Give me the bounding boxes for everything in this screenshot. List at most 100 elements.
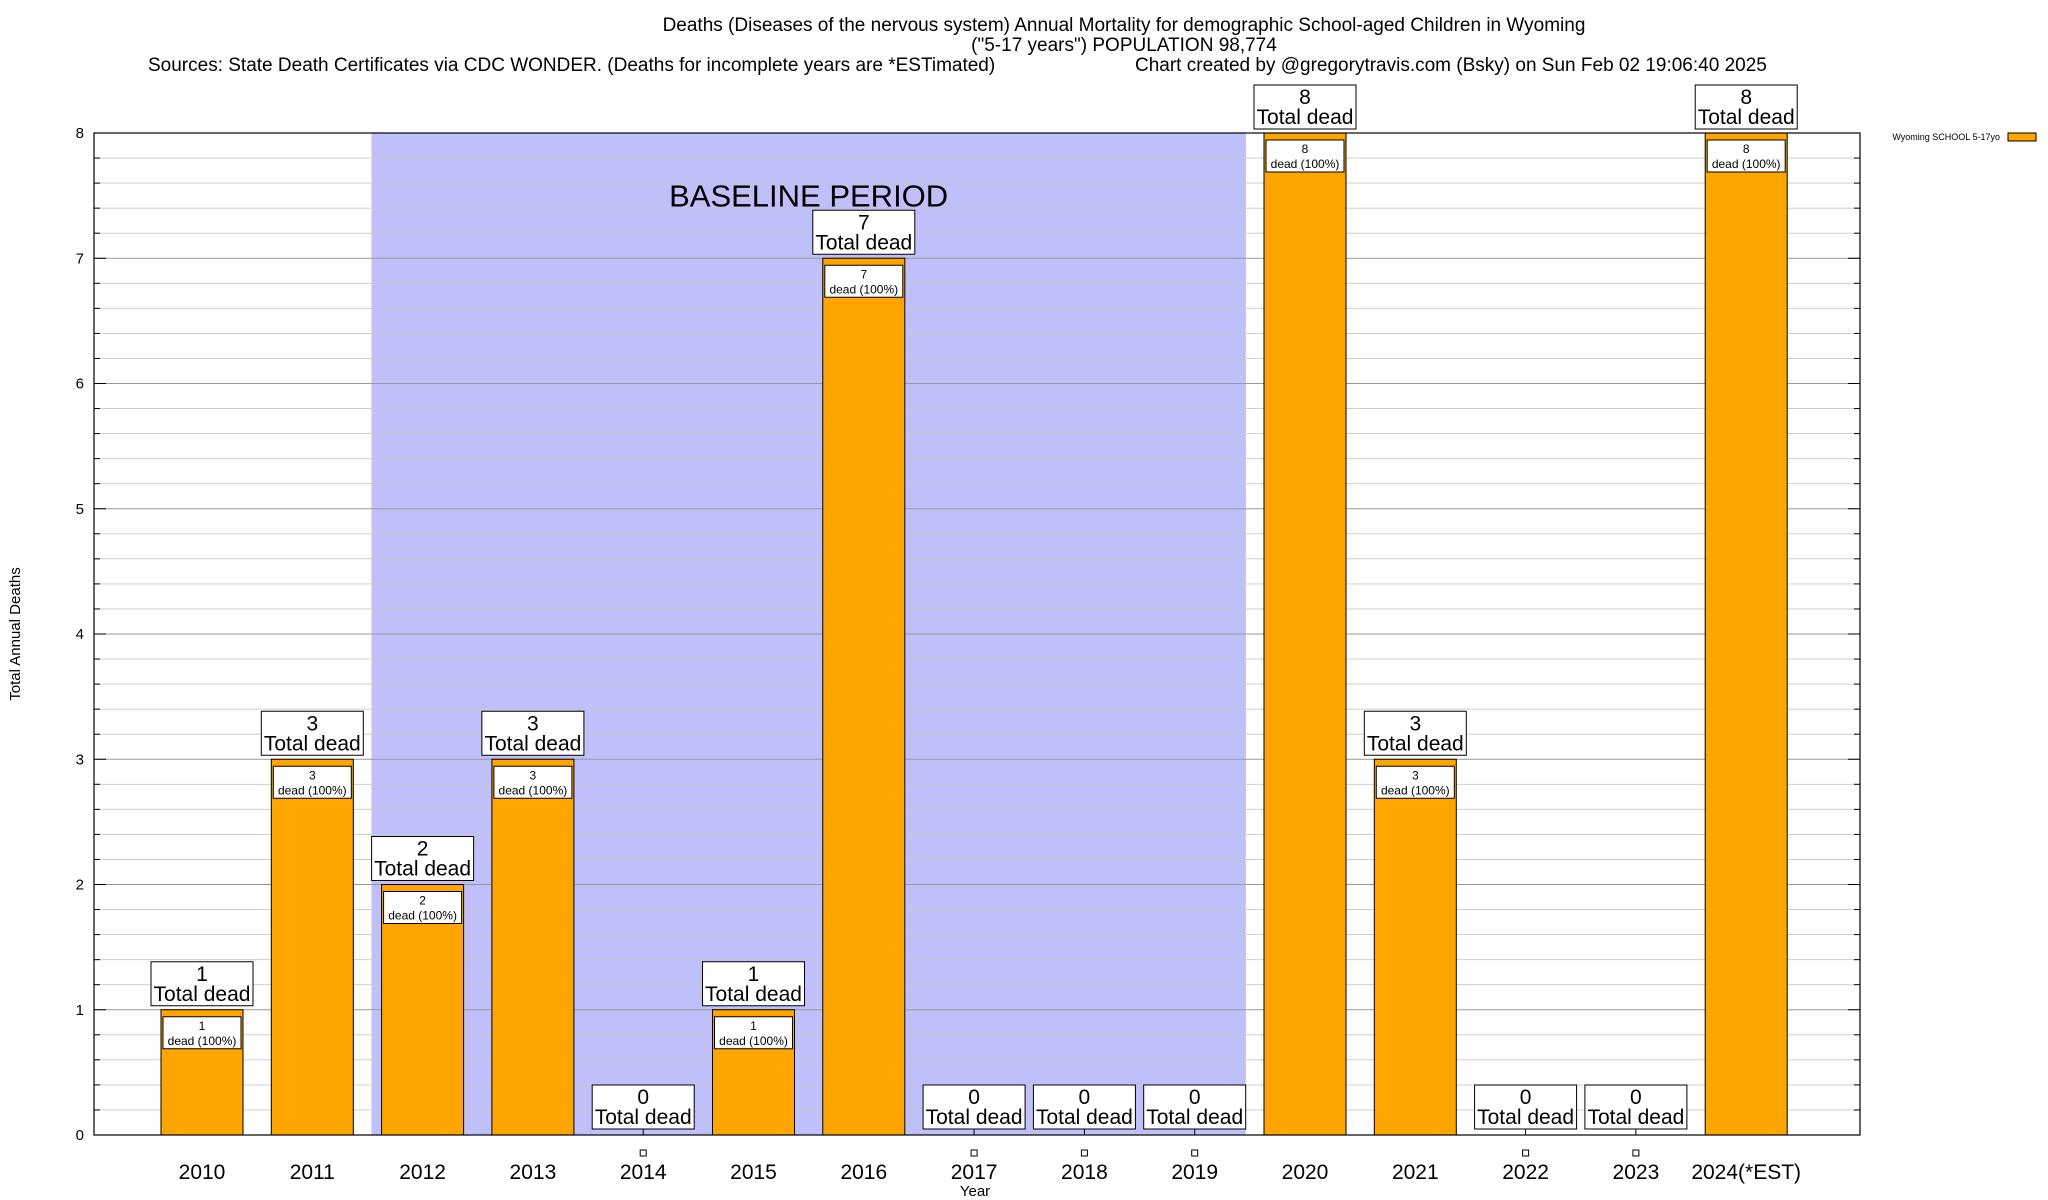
bar-top-total-label: Total dead xyxy=(1367,732,1464,755)
bar-inner-percent: dead (100%) xyxy=(829,282,898,296)
bar-top-label-box xyxy=(1253,84,1357,130)
y-tick-label: 0 xyxy=(76,1127,84,1144)
bar-top-total-label: Total dead xyxy=(926,1106,1023,1129)
bar-top-total-label: Total dead xyxy=(1257,106,1354,129)
y-tick-label: 7 xyxy=(76,250,84,267)
bar-inner-percent: dead (100%) xyxy=(168,1034,237,1048)
bar-top-total-label: Total dead xyxy=(705,983,802,1006)
bar-inner-count: 7 xyxy=(860,267,867,281)
x-tick-label: 2023 xyxy=(1613,1161,1660,1184)
bar-top-count: 0 xyxy=(1079,1086,1091,1109)
bar-top-count: 0 xyxy=(968,1086,980,1109)
x-tick-label: 2020 xyxy=(1282,1161,1329,1184)
x-tick-label: 2011 xyxy=(290,1161,335,1184)
bar-top-count: 1 xyxy=(748,963,760,986)
bar-top-count: 1 xyxy=(196,963,208,986)
bar-top-label-box xyxy=(1694,84,1798,130)
bar-inner-label-box xyxy=(162,1016,242,1050)
bar-top-count: 0 xyxy=(637,1086,649,1109)
legend-swatch xyxy=(2007,132,2037,142)
zero-value-marker xyxy=(1191,1149,1199,1157)
zero-value-marker xyxy=(639,1149,647,1157)
bar-inner-percent: dead (100%) xyxy=(719,1034,788,1048)
bar-inner-percent: dead (100%) xyxy=(278,783,347,797)
y-tick-label: 8 xyxy=(76,125,84,142)
baseline-period-label: BASELINE PERIOD xyxy=(669,179,948,214)
bar-top-label-box xyxy=(1584,1084,1688,1130)
bar-top-total-label: Total dead xyxy=(154,983,251,1006)
x-tick-label: 2010 xyxy=(179,1161,226,1184)
bar-top-total-label: Total dead xyxy=(595,1106,692,1129)
bar-inner-percent: dead (100%) xyxy=(1271,157,1340,171)
bar xyxy=(822,257,906,1136)
chart-title-line-1: Deaths (Diseases of the nervous system) … xyxy=(663,15,1586,36)
bar-top-label-box xyxy=(591,1084,695,1130)
y-tick-label: 2 xyxy=(76,877,84,894)
bar xyxy=(1263,132,1347,1136)
bar-top-total-label: Total dead xyxy=(1146,1106,1243,1129)
bar-inner-count: 8 xyxy=(1302,142,1309,156)
bar-top-count: 3 xyxy=(306,712,318,735)
bar-inner-count: 8 xyxy=(1743,142,1750,156)
bar-inner-label-box xyxy=(383,891,463,924)
bar-top-count: 0 xyxy=(1520,1086,1532,1109)
chart-title-group: Deaths (Diseases of the nervous system) … xyxy=(148,15,1767,76)
x-tick-label: 2017 xyxy=(951,1161,998,1184)
x-tick-label: 2024(*EST) xyxy=(1691,1161,1801,1184)
bar-inner-label-box xyxy=(493,765,573,799)
y-tick-label: 4 xyxy=(76,626,84,643)
bar-inner-percent: dead (100%) xyxy=(1381,783,1450,797)
bar-top-label-box xyxy=(150,961,254,1007)
x-tick-label: 2021 xyxy=(1392,1161,1439,1184)
bar-top-label-box xyxy=(922,1084,1026,1130)
bar-inner-label-box xyxy=(824,264,904,298)
bar-inner-count: 3 xyxy=(1412,768,1419,782)
x-axis-label: Year xyxy=(960,1183,990,1200)
bar-inner-count: 3 xyxy=(530,768,537,782)
zero-value-marker xyxy=(1080,1149,1088,1157)
bar-top-label-box xyxy=(1032,1084,1136,1130)
bar-top-count: 2 xyxy=(417,838,429,861)
bar-inner-label-box xyxy=(1265,139,1345,173)
x-tick-label: 2014 xyxy=(620,1161,667,1184)
bar-inner-percent: dead (100%) xyxy=(388,909,457,923)
legend: Wyoming SCHOOL 5-17yo xyxy=(1892,132,2037,142)
chart-title-line-2: ("5-17 years") POPULATION 98,774 xyxy=(971,35,1277,56)
bar-inner-label-box xyxy=(1375,765,1455,799)
bar-top-total-label: Total dead xyxy=(264,732,361,755)
x-tick-label: 2018 xyxy=(1061,1161,1108,1184)
bar-inner-count: 1 xyxy=(199,1019,206,1033)
x-tick-label: 2019 xyxy=(1171,1161,1218,1184)
legend-entry-label: Wyoming SCHOOL 5-17yo xyxy=(1892,132,2000,142)
zero-value-marker xyxy=(1632,1149,1640,1157)
chart-credit: Chart created by @gregorytravis.com (Bsk… xyxy=(1135,55,1767,76)
bar-inner-percent: dead (100%) xyxy=(499,783,568,797)
bar xyxy=(270,758,354,1136)
bar xyxy=(1704,132,1788,1136)
x-tick-label: 2012 xyxy=(399,1161,446,1184)
bar-top-total-label: Total dead xyxy=(1698,106,1795,129)
bar xyxy=(1373,758,1457,1136)
plot-border xyxy=(93,132,1861,1136)
x-tick-label: 2016 xyxy=(840,1161,887,1184)
bar-top-count: 3 xyxy=(1409,712,1421,735)
x-tick-label: 2013 xyxy=(510,1161,557,1184)
bar-inner-percent: dead (100%) xyxy=(1712,157,1781,171)
y-tick-label: 1 xyxy=(76,1002,84,1019)
bar-top-label-box xyxy=(812,209,916,255)
bar-inner-label-box xyxy=(272,765,352,799)
bar-top-total-label: Total dead xyxy=(815,231,912,254)
bar-top-total-label: Total dead xyxy=(1477,1106,1574,1129)
bar-top-total-label: Total dead xyxy=(1036,1106,1133,1129)
bar-top-label-box xyxy=(702,961,805,1007)
zero-value-marker xyxy=(1522,1149,1530,1157)
bar-inner-count: 1 xyxy=(750,1019,757,1033)
y-tick-label: 3 xyxy=(76,751,84,768)
bar-top-count: 7 xyxy=(858,211,870,234)
bar-inner-label-box xyxy=(1706,139,1786,173)
bar-top-label-box xyxy=(371,836,475,881)
y-tick-label: 5 xyxy=(76,501,84,518)
y-axis-label: Total Annual Deaths xyxy=(7,567,24,700)
